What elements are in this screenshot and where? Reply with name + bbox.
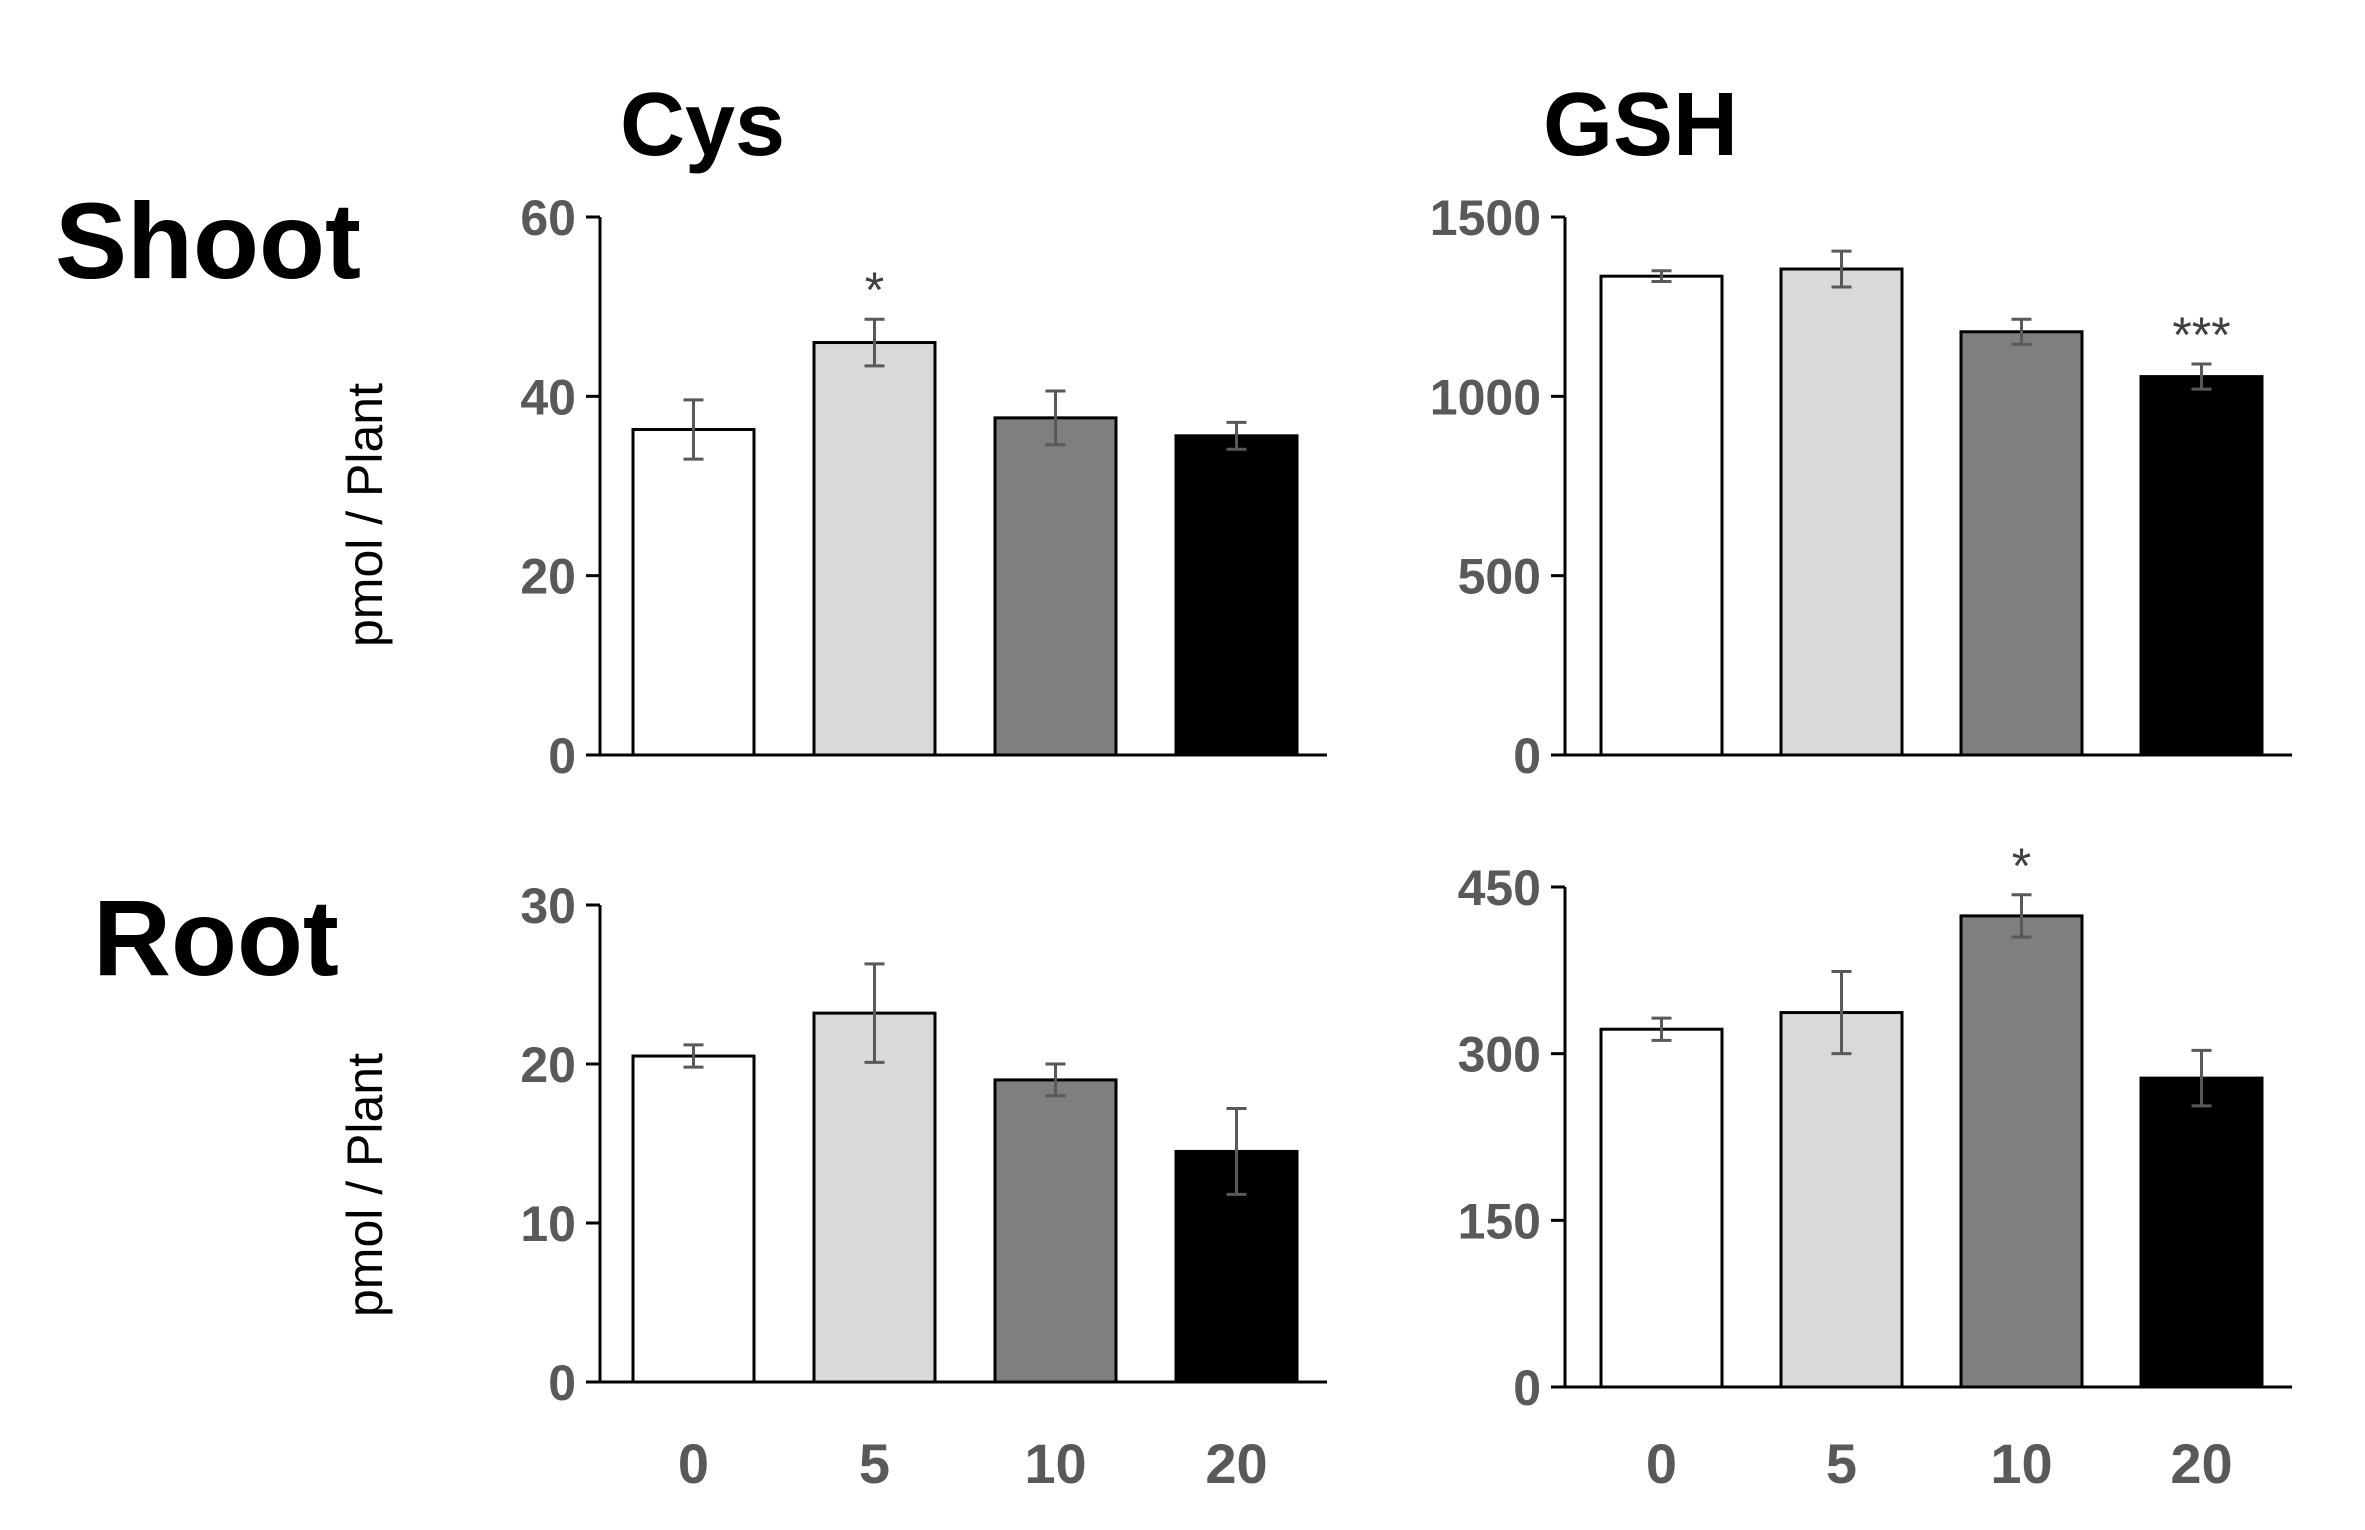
row-title-root: Root bbox=[93, 877, 339, 998]
bar-root_gsh-5 bbox=[1779, 1011, 1904, 1389]
error-bar bbox=[2011, 893, 2032, 939]
error-bar bbox=[864, 962, 885, 1064]
error-bar bbox=[1226, 420, 1247, 451]
error-bar bbox=[1045, 1062, 1066, 1098]
error-bar bbox=[1831, 969, 1852, 1056]
column-title-cys: Cys bbox=[620, 75, 785, 175]
bar-shoot_gsh-20 bbox=[2139, 375, 2264, 757]
error-bar bbox=[683, 398, 704, 461]
chart-shoot_gsh: 0 500 1000 1500 *** bbox=[1430, 190, 2292, 784]
error-bar bbox=[2191, 1048, 2212, 1108]
y-tick-label: 10 bbox=[520, 1196, 576, 1252]
error-bar bbox=[1831, 249, 1852, 289]
chart-root_gsh: 0 150 300 450 0 5 * 10 20 bbox=[1458, 838, 2292, 1495]
bar-root_gsh-0 bbox=[1599, 1027, 1724, 1389]
x-tick-label: 5 bbox=[1826, 1432, 1857, 1495]
bar-root_cys-0 bbox=[631, 1054, 756, 1384]
y-tick-label: 30 bbox=[520, 878, 576, 934]
bar-shoot_cys-20 bbox=[1174, 434, 1299, 757]
bar-shoot_cys-0 bbox=[631, 428, 756, 757]
x-tick-label: 20 bbox=[2170, 1432, 2232, 1495]
y-tick-label: 300 bbox=[1458, 1027, 1541, 1083]
row-title-shoot: Shoot bbox=[55, 180, 361, 301]
significance-marker: * bbox=[865, 262, 884, 318]
error-bar bbox=[864, 317, 885, 368]
bar-root_gsh-20 bbox=[2139, 1076, 2264, 1389]
y-tick-label: 40 bbox=[520, 369, 576, 425]
bar-shoot_gsh-0 bbox=[1599, 274, 1724, 757]
error-bar bbox=[1226, 1107, 1247, 1196]
bar-shoot_cys-10 bbox=[993, 416, 1118, 757]
y-tick-label: 20 bbox=[520, 1037, 576, 1093]
x-tick-label: 10 bbox=[1024, 1432, 1086, 1495]
y-tick-label: 20 bbox=[520, 549, 576, 605]
error-bar bbox=[1651, 269, 1672, 284]
error-bar bbox=[2011, 317, 2032, 346]
y-tick-label: 450 bbox=[1458, 860, 1541, 916]
error-bar bbox=[1045, 389, 1066, 447]
bar-root_cys-10 bbox=[993, 1078, 1118, 1384]
x-tick-label: 0 bbox=[678, 1432, 709, 1495]
chart-root_cys: 0 10 20 30 pmol / Plant 0 5 10 20 bbox=[337, 878, 1327, 1495]
significance-marker: *** bbox=[2172, 307, 2230, 363]
bar-root_gsh-10 bbox=[1959, 914, 2084, 1389]
error-bar bbox=[683, 1043, 704, 1069]
bar-shoot_gsh-5 bbox=[1779, 267, 1904, 757]
error-bar bbox=[1651, 1016, 1672, 1042]
x-tick-label: 10 bbox=[1990, 1432, 2052, 1495]
x-tick-label: 0 bbox=[1646, 1432, 1677, 1495]
error-bar bbox=[2191, 362, 2212, 391]
y-tick-label: 1000 bbox=[1430, 369, 1541, 425]
y-axis-label: pmol / Plant bbox=[337, 1053, 393, 1317]
y-tick-label: 500 bbox=[1458, 549, 1541, 605]
bar-root_cys-5 bbox=[812, 1011, 937, 1384]
x-tick-label: 5 bbox=[859, 1432, 890, 1495]
bar-shoot_gsh-10 bbox=[1959, 330, 2084, 757]
bar-shoot_cys-5 bbox=[812, 341, 937, 757]
chart-shoot_cys: 0 20 40 60 pmol / Plant * bbox=[337, 190, 1327, 784]
y-tick-label: 0 bbox=[1513, 1360, 1541, 1416]
column-title-gsh: GSH bbox=[1543, 75, 1738, 175]
y-tick-label: 0 bbox=[1513, 728, 1541, 784]
y-axis-label: pmol / Plant bbox=[337, 383, 393, 647]
y-tick-label: 150 bbox=[1458, 1193, 1541, 1249]
significance-marker: * bbox=[2012, 838, 2031, 894]
y-tick-label: 60 bbox=[520, 190, 576, 246]
y-tick-label: 1500 bbox=[1430, 190, 1541, 246]
x-tick-label: 20 bbox=[1205, 1432, 1267, 1495]
y-tick-label: 0 bbox=[548, 1355, 576, 1411]
y-tick-label: 0 bbox=[548, 728, 576, 784]
